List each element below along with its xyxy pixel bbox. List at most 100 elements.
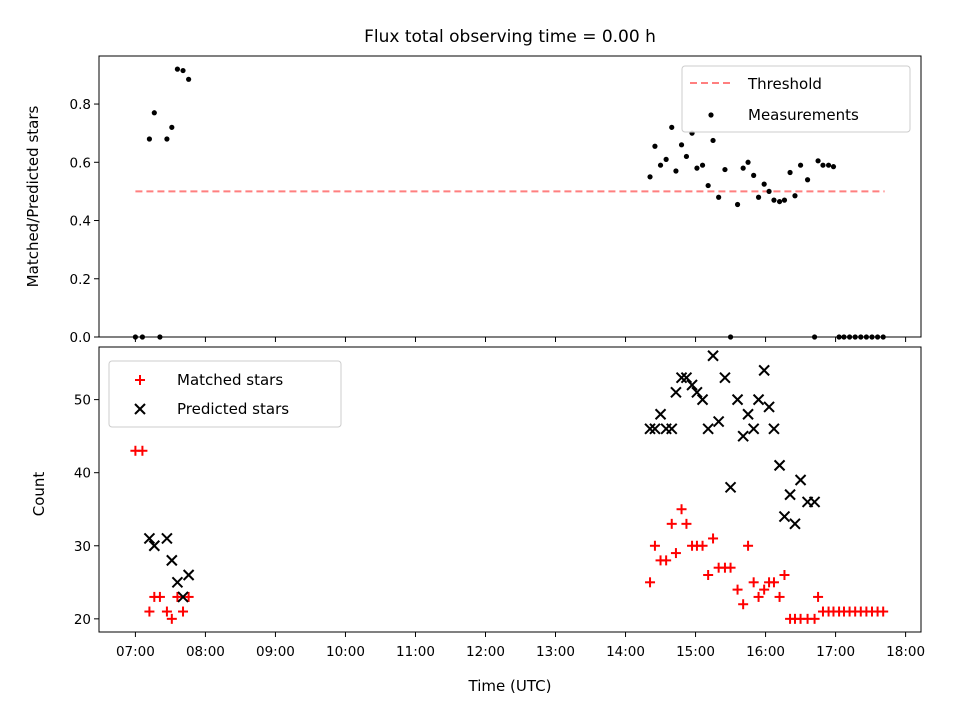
predicted-star-point-b xyxy=(763,401,775,413)
measurement-point xyxy=(792,193,798,199)
matched-star-point xyxy=(732,584,743,595)
ratio-panel-legend: Threshold Measurements xyxy=(681,65,911,133)
matched-star-point xyxy=(178,606,189,617)
predicted-star-point-b xyxy=(177,591,189,603)
x-tick-label: 08:00 xyxy=(186,644,225,660)
chart-title: Flux total observing time = 0.00 h xyxy=(364,27,656,47)
predicted-star-point-b xyxy=(654,408,667,420)
matched-star-point xyxy=(681,518,692,529)
measurement-point xyxy=(804,177,811,183)
predicted-star-point xyxy=(148,540,161,552)
predicted-star-point-b xyxy=(768,423,780,435)
predicted-star-point-b xyxy=(747,423,760,435)
predicted-legend-label: Predicted stars xyxy=(177,400,289,418)
matched-legend-marker xyxy=(135,375,145,385)
predicted-legend-marker-b xyxy=(134,403,146,415)
predicted-star-point xyxy=(686,379,698,391)
measurement-point xyxy=(815,158,821,164)
measurement-point xyxy=(673,168,679,174)
measurement-point xyxy=(652,143,658,149)
predicted-star-point-b xyxy=(719,371,731,384)
matched-star-point xyxy=(661,555,672,566)
predicted-star-point-b xyxy=(680,371,693,384)
predicted-star-point xyxy=(161,532,173,545)
x-tick-label: 18:00 xyxy=(886,644,925,660)
predicted-star-point-b xyxy=(773,459,786,472)
predicted-star-point xyxy=(763,401,775,413)
count-ytick-label: 50 xyxy=(74,393,91,409)
predicted-star-point xyxy=(742,408,754,420)
count-panel-frame xyxy=(98,346,922,633)
measurement-point xyxy=(663,156,669,162)
measurement-point xyxy=(699,162,706,168)
x-tick-label: 16:00 xyxy=(746,644,785,660)
measurement-point xyxy=(722,166,728,173)
predicted-star-point xyxy=(712,415,725,428)
matched-star-point xyxy=(166,613,177,624)
matched-star-point xyxy=(161,606,172,617)
predicted-star-point xyxy=(691,386,703,399)
measurement-point xyxy=(710,137,716,144)
x-tick-label: 07:00 xyxy=(116,644,155,660)
ratio-panel-ticks: 0.0 0.2 0.4 0.6 0.8 xyxy=(70,97,907,346)
predicted-star-point-b xyxy=(166,554,178,567)
ratio-ytick-label: 0.0 xyxy=(70,330,91,346)
predicted-star-point xyxy=(789,518,801,530)
measurement-point xyxy=(755,194,762,200)
measurement-point xyxy=(716,194,722,200)
matched-legend-swatch xyxy=(135,375,145,385)
x-tick-label: 13:00 xyxy=(536,644,575,660)
predicted-star-point xyxy=(784,488,796,501)
predicted-star-point-b xyxy=(148,540,161,552)
matched-star-point xyxy=(703,570,714,580)
measurements-points xyxy=(132,66,886,340)
measurement-point xyxy=(694,165,700,171)
count-panel-ylabel: Count xyxy=(30,472,48,517)
predicted-star-point-b xyxy=(724,481,737,494)
predicted-star-point-b xyxy=(143,532,156,545)
measurement-point xyxy=(751,172,757,178)
count-panel-ticks: 20 30 40 50 07:00 08:00 09:00 10:00 11:00 12:00 13… xyxy=(74,393,925,660)
ratio-panel: 0.00.20.40.60.8 Matched/Predicted stars … xyxy=(24,55,922,346)
matched-star-point xyxy=(649,540,660,551)
predicted-star-point-b xyxy=(182,569,195,581)
measurement-point xyxy=(771,197,777,203)
measurement-point xyxy=(745,159,751,165)
matched-star-point xyxy=(774,591,785,602)
predicted-star-point xyxy=(778,510,791,523)
measurement-point xyxy=(766,188,772,195)
measurement-point xyxy=(678,142,685,148)
predicted-star-point xyxy=(182,569,195,581)
matched-star-point xyxy=(813,591,824,602)
matched-legend-label: Matched stars xyxy=(177,371,283,389)
predicted-star-point-b xyxy=(794,474,807,486)
predicted-star-point-b xyxy=(644,423,656,435)
matched-star-point xyxy=(753,591,764,602)
matched-star-point xyxy=(670,548,681,559)
measurement-point xyxy=(781,197,788,203)
measurement-point xyxy=(740,165,746,171)
predicted-star-point-b xyxy=(675,371,688,384)
count-panel: 20 30 40 50 07:00 08:00 09:00 10:00 11:00 12:00 13… xyxy=(30,346,925,695)
matched-star-point xyxy=(172,591,183,602)
x-tick-label: 15:00 xyxy=(676,644,715,660)
matched-star-point xyxy=(743,540,754,551)
predicted-star-point xyxy=(670,386,682,399)
x-tick-label: 10:00 xyxy=(326,644,365,660)
ratio-ytick-label: 0.2 xyxy=(70,272,91,288)
predicted-star-point-b xyxy=(702,423,714,435)
predicted-star-point xyxy=(758,364,770,377)
predicted-star-point xyxy=(675,371,688,384)
predicted-star-point-b xyxy=(686,379,698,391)
predicted-star-point xyxy=(143,532,156,545)
matched-star-point xyxy=(878,606,889,617)
predicted-star-point xyxy=(166,554,178,567)
measurements-legend-label: Measurements xyxy=(748,106,859,124)
matched-star-point xyxy=(676,504,687,515)
predicted-star-point-b xyxy=(161,532,173,545)
predicted-star-point xyxy=(702,423,714,435)
measurement-point xyxy=(705,182,711,189)
predicted-star-point xyxy=(747,423,760,435)
x-tick-label: 17:00 xyxy=(816,644,855,660)
